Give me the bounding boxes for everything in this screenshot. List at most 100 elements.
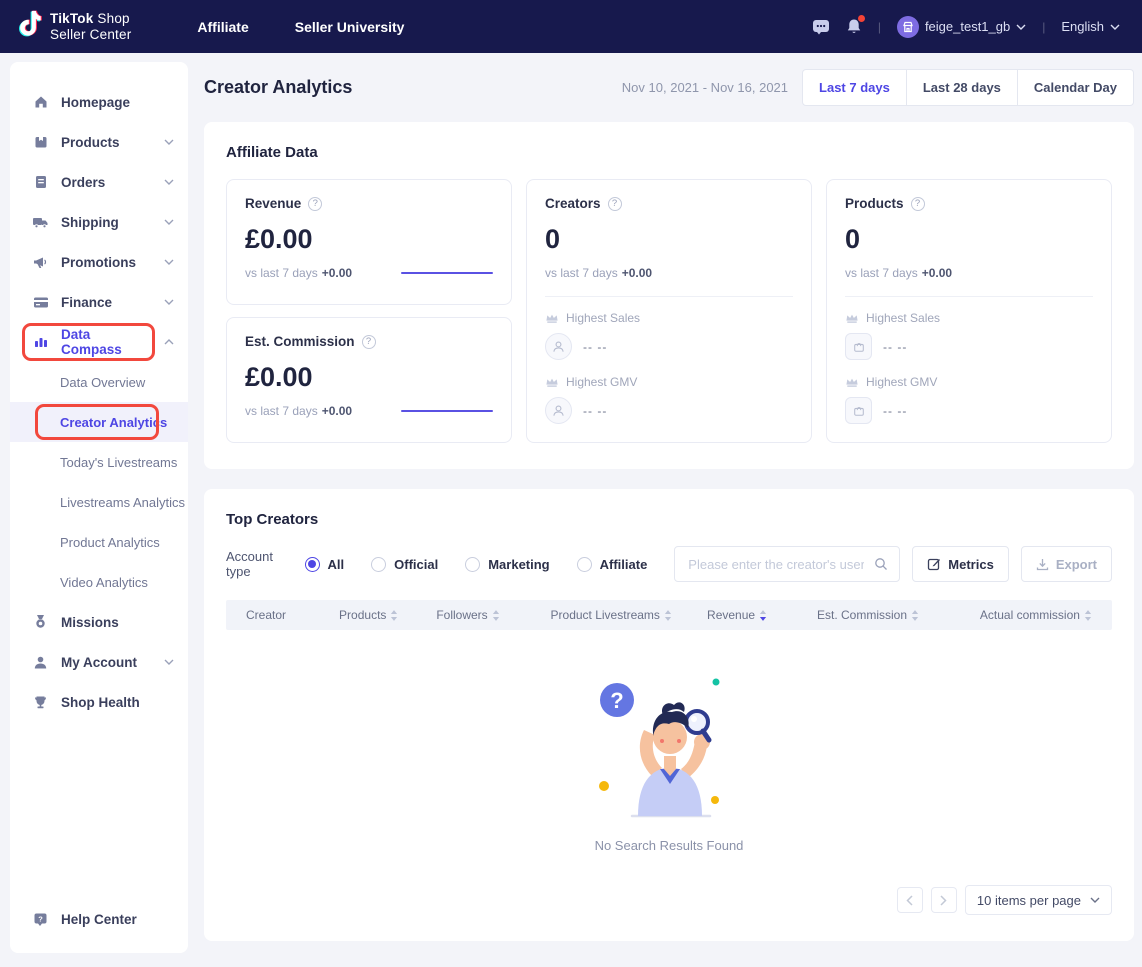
est-commission-delta: +0.00 (321, 404, 353, 418)
download-icon (1036, 558, 1048, 570)
date-range-label: Nov 10, 2021 - Nov 16, 2021 (621, 80, 789, 95)
creators-value: 0 (545, 224, 561, 254)
sidebar-item-finance[interactable]: Finance (10, 282, 188, 322)
notification-badge (857, 15, 865, 22)
highest-gmv-creator-row: -- -- (545, 397, 793, 424)
logo-text: TikTok Shop Seller Center (50, 10, 132, 42)
sidebar-item-data-compass[interactable]: Data Compass (10, 322, 188, 362)
revenue-card: Revenue? £0.00 vs last 7 days +0.00 (226, 179, 512, 305)
column-header-actual-commission[interactable]: Actual commission (957, 608, 1092, 622)
messages-icon[interactable] (812, 19, 830, 35)
sidebar-item-livestreams-analytics[interactable]: Livestreams Analytics (60, 494, 185, 510)
sidebar-item-missions[interactable]: Missions (10, 602, 188, 642)
chevron-down-icon (1016, 24, 1026, 30)
home-icon (32, 94, 49, 111)
help-tooltip-icon[interactable]: ? (361, 334, 376, 349)
sidebar-item-creator-analytics[interactable]: Creator Analytics (10, 402, 188, 442)
metrics-button[interactable]: Metrics (912, 546, 1009, 582)
sidebar-item-products[interactable]: Products (10, 122, 188, 162)
last-7-days-button[interactable]: Last 7 days (802, 69, 907, 106)
trophy-icon (32, 694, 49, 711)
no-results-illustration: ? (599, 678, 720, 818)
nav-seller-university[interactable]: Seller University (294, 18, 405, 35)
sort-icon (1084, 609, 1092, 621)
radio-button (576, 556, 592, 572)
crown-icon (546, 314, 558, 323)
chevron-left-icon (906, 894, 913, 906)
top-creators-panel: Top Creators Account type All Official M… (204, 489, 1134, 941)
sidebar-item-product-analytics[interactable]: Product Analytics (60, 534, 160, 550)
calendar-day-button[interactable]: Calendar Day (1017, 69, 1134, 106)
divider (545, 296, 793, 297)
sidebar-item-orders[interactable]: Orders (10, 162, 188, 202)
column-header-followers[interactable]: Followers (436, 608, 550, 622)
help-tooltip-icon[interactable]: ? (607, 196, 622, 211)
sidebar-spacer (10, 722, 188, 899)
products-label: Products (845, 196, 904, 211)
creators-label: Creators (545, 196, 601, 211)
creators-delta: +0.00 (621, 266, 653, 280)
radio-account-type-affiliate[interactable]: Affiliate (576, 556, 647, 572)
notifications-bell-icon[interactable] (846, 15, 865, 35)
crown-icon (846, 314, 858, 323)
account-type-label: Account type (226, 549, 273, 579)
next-page-button[interactable] (930, 887, 957, 913)
search-icon[interactable] (874, 557, 888, 571)
highest-sales-label: Highest Sales (566, 311, 641, 325)
svg-text:?: ? (38, 914, 43, 923)
radio-button (465, 556, 481, 572)
sort-icon (911, 609, 919, 621)
sidebar-item-shipping[interactable]: Shipping (10, 202, 188, 242)
sort-icon (391, 609, 398, 621)
creator-search-input[interactable] (686, 555, 867, 573)
empty-value: -- -- (883, 403, 908, 418)
sidebar-item-promotions[interactable]: Promotions (10, 242, 188, 282)
vs-label: vs last 7 days (245, 404, 318, 418)
chevron-down-icon (164, 219, 174, 225)
language-label: English (1061, 19, 1104, 34)
radio-account-type-official[interactable]: Official (371, 556, 438, 572)
radio-account-type-marketing[interactable]: Marketing (465, 556, 550, 572)
sidebar-item-video-analytics[interactable]: Video Analytics (60, 574, 148, 590)
column-header-est-commission[interactable]: Est. Commission (817, 608, 957, 622)
sidebar-item-data-overview[interactable]: Data Overview (60, 374, 146, 390)
help-tooltip-icon[interactable]: ? (910, 196, 925, 211)
language-selector[interactable]: English (1061, 19, 1120, 34)
sidebar-item-todays-livestreams[interactable]: Today's Livestreams (60, 454, 178, 470)
chevron-up-icon (164, 339, 174, 345)
sidebar-item-my-account[interactable]: My Account (10, 642, 188, 682)
chevron-down-icon (1090, 897, 1100, 903)
filter-row: Account type All Official Marketing Affi… (226, 546, 1112, 582)
top-creators-title: Top Creators (226, 511, 319, 528)
column-header-product-livestreams[interactable]: Product Livestreams (551, 608, 708, 622)
highest-sales-creator-row: -- -- (545, 333, 793, 360)
help-tooltip-icon[interactable]: ? (308, 196, 323, 211)
creator-avatar-placeholder (545, 397, 572, 424)
sidebar-item-homepage[interactable]: Homepage (10, 82, 188, 122)
credit-card-icon (32, 294, 49, 311)
creators-card: Creators? 0 vs last 7 days +0.00 Highest… (526, 179, 812, 443)
last-28-days-button[interactable]: Last 28 days (906, 69, 1018, 106)
page-header: Creator Analytics Nov 10, 2021 - Nov 16,… (204, 69, 1134, 106)
tiktok-shop-logo[interactable]: TikTok Shop Seller Center (14, 8, 131, 45)
empty-value: -- -- (883, 339, 908, 354)
tiktok-note-icon (14, 8, 42, 45)
creator-avatar-placeholder (545, 333, 572, 360)
column-header-products[interactable]: Products (339, 608, 436, 622)
radio-button (371, 556, 387, 572)
previous-page-button[interactable] (896, 887, 923, 913)
divider: | (877, 19, 881, 34)
radio-account-type-all[interactable]: All (304, 556, 344, 572)
sidebar-item-help-center[interactable]: ? Help Center (10, 899, 188, 939)
vs-label: vs last 7 days (845, 266, 918, 280)
chevron-down-icon (164, 139, 174, 145)
empty-value: -- -- (583, 403, 608, 418)
page-size-selector[interactable]: 10 items per page (964, 885, 1112, 915)
account-menu[interactable]: feige_test1_gb (896, 15, 1026, 38)
sidebar-item-shop-health[interactable]: Shop Health (10, 682, 188, 722)
top-bar: TikTok Shop Seller Center Affiliate Sell… (0, 0, 1142, 53)
export-button[interactable]: Export (1020, 546, 1112, 582)
column-header-revenue[interactable]: Revenue (707, 608, 817, 622)
nav-affiliate[interactable]: Affiliate (197, 18, 249, 35)
empty-value: -- -- (583, 339, 608, 354)
